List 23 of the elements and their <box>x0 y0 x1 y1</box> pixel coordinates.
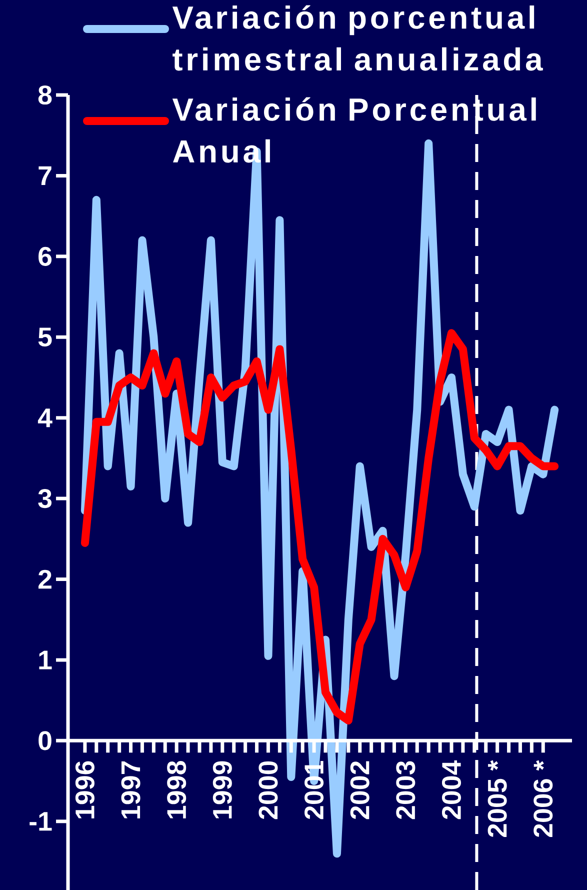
y-tick-label: 8 <box>38 85 52 105</box>
x-tick-label: 1999 <box>212 761 232 818</box>
legend-label: Variación porcentual trimestral anualizada <box>172 5 543 71</box>
y-tick-label: 1 <box>39 650 52 670</box>
y-tick-label: 4 <box>38 408 52 428</box>
y-tick-label: 2 <box>38 570 52 589</box>
y-tick-label: 0 <box>38 731 52 750</box>
y-tick-label: 6 <box>38 246 52 266</box>
x-tick-label: 2003 <box>396 761 416 820</box>
x-tick-label: 1998 <box>167 761 186 818</box>
legend-label: Variación Porcentual Anual <box>172 97 536 163</box>
x-tick-label: 2004 <box>442 760 462 820</box>
y-tick-label: 3 <box>38 489 52 508</box>
x-tick-label: 2006 * <box>534 760 553 838</box>
y-tick-label: -1 <box>30 812 52 831</box>
x-tick-label: 1997 <box>121 761 140 818</box>
x-tick-label: 2002 <box>350 761 370 820</box>
x-tick-label: 1996 <box>75 761 94 818</box>
x-tick-label: 2001 <box>304 760 324 820</box>
y-tick-label: 5 <box>38 328 52 347</box>
x-tick-label: 2000 <box>258 761 278 820</box>
y-tick-label: 7 <box>38 166 52 185</box>
x-tick-label: 2005 * <box>488 760 507 838</box>
